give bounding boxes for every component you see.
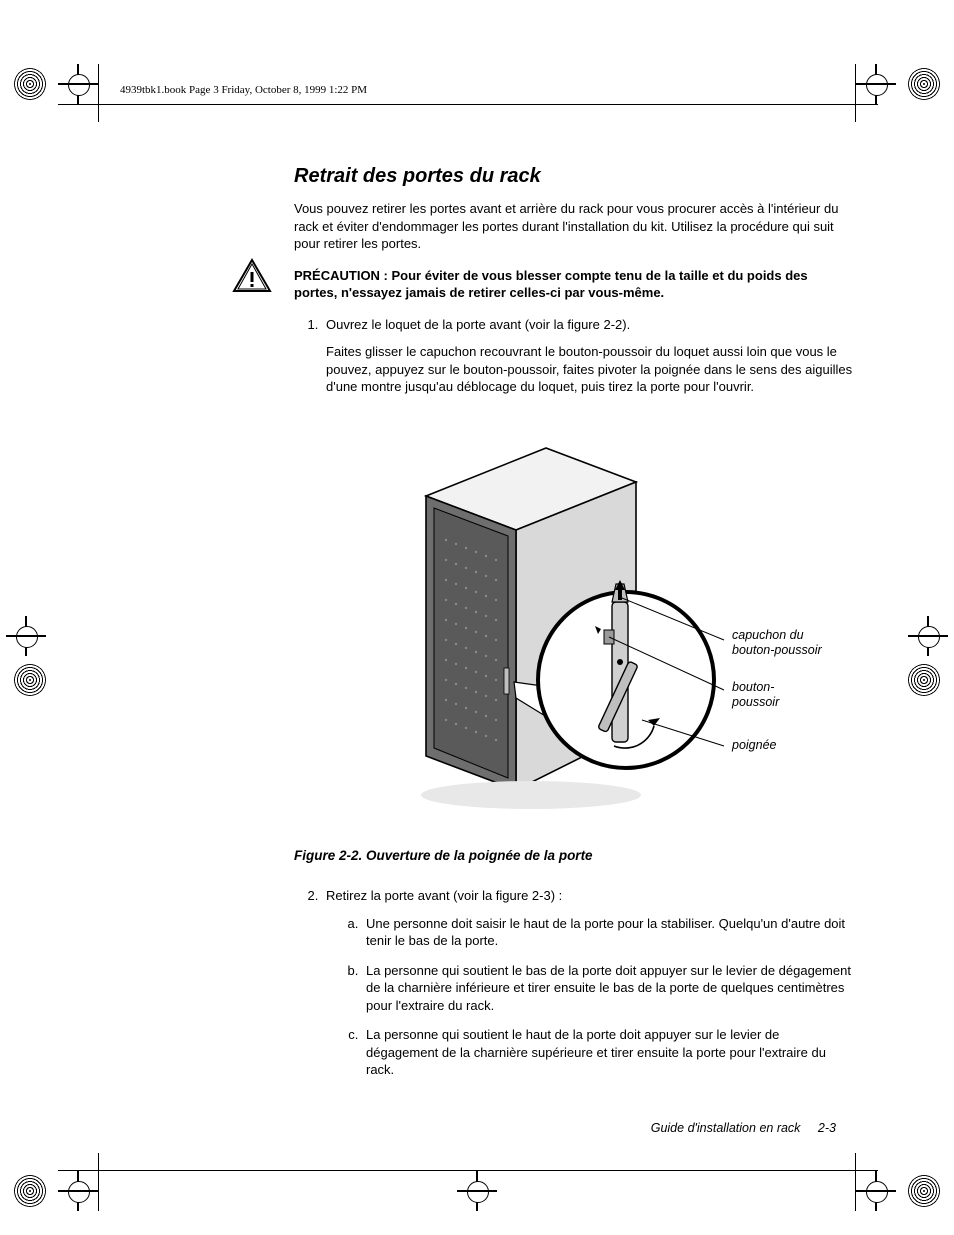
step-2a: Une personne doit saisir le haut de la p… — [362, 915, 854, 950]
page-footer: Guide d'installation en rack 2-3 — [651, 1121, 836, 1135]
step-2: Retirez la porte avant (voir la figure 2… — [322, 887, 854, 1079]
callout-handle: poignée — [732, 738, 777, 753]
content-area: Retrait des portes du rack Vous pouvez r… — [294, 165, 854, 406]
crop-mark-icon — [58, 64, 98, 104]
printer-mark-icon — [14, 1175, 46, 1207]
printer-mark-icon — [908, 68, 940, 100]
procedure-steps: Ouvrez le loquet de la porte avant (voir… — [294, 316, 854, 396]
trim-line — [855, 64, 856, 122]
trim-line — [98, 64, 99, 122]
figure-caption: Figure 2-2. Ouverture de la poignée de l… — [294, 848, 854, 863]
crop-mark-icon — [58, 1171, 98, 1211]
intro-paragraph: Vous pouvez retirer les portes avant et … — [294, 200, 854, 253]
figure-2-2: capuchon du bouton-poussoir bouton- pous… — [316, 430, 856, 830]
crop-mark-icon — [457, 1171, 497, 1211]
trim-line — [58, 104, 878, 105]
step-1-lead: Ouvrez le loquet de la porte avant (voir… — [326, 316, 854, 334]
step-2-substeps: Une personne doit saisir le haut de la p… — [326, 915, 854, 1079]
running-header: 4939tbk1.book Page 3 Friday, October 8, … — [120, 84, 367, 96]
step-2b: La personne qui soutient le bas de la po… — [362, 962, 854, 1015]
step-1: Ouvrez le loquet de la porte avant (voir… — [322, 316, 854, 396]
printer-mark-icon — [908, 1175, 940, 1207]
step-2c: La personne qui soutient le haut de la p… — [362, 1026, 854, 1079]
callout-cap: capuchon du bouton-poussoir — [732, 628, 822, 658]
step-1-body: Faites glisser le capuchon recouvrant le… — [326, 343, 854, 396]
crop-mark-icon — [6, 616, 46, 656]
caution-icon — [232, 258, 272, 294]
content-area-lower: Figure 2-2. Ouverture de la poignée de l… — [294, 834, 854, 1091]
printer-mark-icon — [14, 68, 46, 100]
step-2-lead: Retirez la porte avant (voir la figure 2… — [326, 887, 854, 905]
trim-line — [98, 1153, 99, 1211]
footer-title: Guide d'installation en rack — [651, 1121, 801, 1135]
crop-mark-icon — [856, 64, 896, 104]
section-title: Retrait des portes du rack — [294, 165, 854, 188]
printer-mark-icon — [908, 664, 940, 696]
page: 4939tbk1.book Page 3 Friday, October 8, … — [0, 0, 954, 1235]
callout-button: bouton- poussoir — [732, 680, 779, 710]
footer-page-number: 2-3 — [818, 1121, 836, 1135]
precaution-text: PRÉCAUTION : Pour éviter de vous blesser… — [294, 267, 854, 302]
crop-mark-icon — [856, 1171, 896, 1211]
trim-line — [855, 1153, 856, 1211]
procedure-steps-continued: Retirez la porte avant (voir la figure 2… — [294, 887, 854, 1079]
printer-mark-icon — [14, 664, 46, 696]
crop-mark-icon — [908, 616, 948, 656]
